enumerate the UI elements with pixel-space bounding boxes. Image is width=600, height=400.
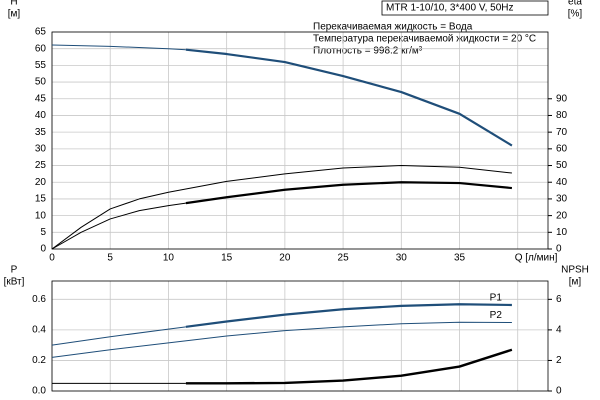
x-tick-label: Q [л/мин]	[515, 253, 558, 264]
x-tick-label: 25	[338, 253, 350, 264]
x-tick-label: 20	[279, 253, 291, 264]
y-tick-label: 50	[35, 77, 47, 88]
model-label: MTR 1-10/10, 3*400 V, 50Hz	[386, 3, 513, 14]
x-tick-label: 30	[396, 253, 408, 264]
y-axis-unit: [кВт]	[4, 277, 25, 288]
y-tick-label: 10	[35, 210, 47, 221]
y-tick-label: 0	[40, 244, 46, 255]
curve	[51, 165, 512, 250]
annotation: Плотность = 998.2 кг/м³	[313, 46, 423, 57]
y2-axis-label: NPSH	[561, 265, 589, 276]
plot-frame	[51, 280, 549, 392]
y-tick-label: 60	[35, 43, 47, 54]
y-tick-label: 65	[35, 27, 47, 38]
y2-tick-label: 70	[556, 127, 568, 138]
y-axis-label: P	[11, 265, 18, 276]
y-tick-label: 45	[35, 93, 47, 104]
y2-tick-label: 30	[556, 194, 568, 205]
y2-tick-label: 0	[556, 386, 562, 397]
x-tick-label: 15	[221, 253, 233, 264]
curve	[185, 181, 513, 205]
y2-axis-unit: [м]	[569, 277, 582, 288]
annotation: Температура перекачиваемой жидкости = 20…	[313, 34, 536, 45]
series-label: P2	[490, 310, 503, 321]
y-axis-label: H	[10, 0, 17, 8]
y-tick-label: 35	[35, 127, 47, 138]
y-tick-label: 20	[35, 177, 47, 188]
y2-tick-label: 20	[556, 210, 568, 221]
y-tick-label: 0.2	[32, 355, 46, 366]
plot-frame	[51, 31, 549, 250]
y-axis-unit: [м]	[8, 9, 21, 20]
y-tick-label: 5	[40, 227, 46, 238]
y2-tick-label: 10	[556, 227, 568, 238]
y-tick-label: 30	[35, 143, 47, 154]
curve	[51, 321, 512, 358]
curve	[185, 348, 513, 385]
model-box	[381, 0, 549, 16]
y-tick-label: 55	[35, 60, 47, 71]
y-tick-label: 0.6	[32, 294, 46, 305]
y2-tick-label: 2	[556, 355, 562, 366]
x-tick-label: 10	[163, 253, 175, 264]
y2-axis-label: eta	[568, 0, 582, 8]
series-label: P1	[490, 293, 503, 304]
y-tick-label: 0.4	[32, 325, 46, 336]
curve	[51, 44, 186, 51]
y2-tick-label: 6	[556, 294, 562, 305]
curve	[185, 48, 513, 147]
y2-tick-label: 40	[556, 177, 568, 188]
y2-tick-label: 0	[556, 244, 562, 255]
y2-tick-label: 50	[556, 160, 568, 171]
y-tick-label: 40	[35, 110, 47, 121]
y2-tick-label: 60	[556, 143, 568, 154]
y-tick-label: 25	[35, 160, 47, 171]
x-tick-label: 0	[49, 253, 55, 264]
curve	[51, 326, 186, 346]
y2-tick-label: 80	[556, 110, 568, 121]
y2-axis-unit: [%]	[568, 9, 583, 20]
y-tick-label: 0.0	[32, 386, 46, 397]
y2-tick-label: 90	[556, 93, 568, 104]
curve	[185, 303, 512, 328]
y-tick-label: 15	[35, 194, 47, 205]
annotation: Перекачиваемая жидкость = Вода	[313, 22, 473, 33]
y2-tick-label: 4	[556, 325, 562, 336]
curve	[51, 202, 186, 250]
x-tick-label: 5	[107, 253, 113, 264]
x-tick-label: 35	[454, 253, 466, 264]
